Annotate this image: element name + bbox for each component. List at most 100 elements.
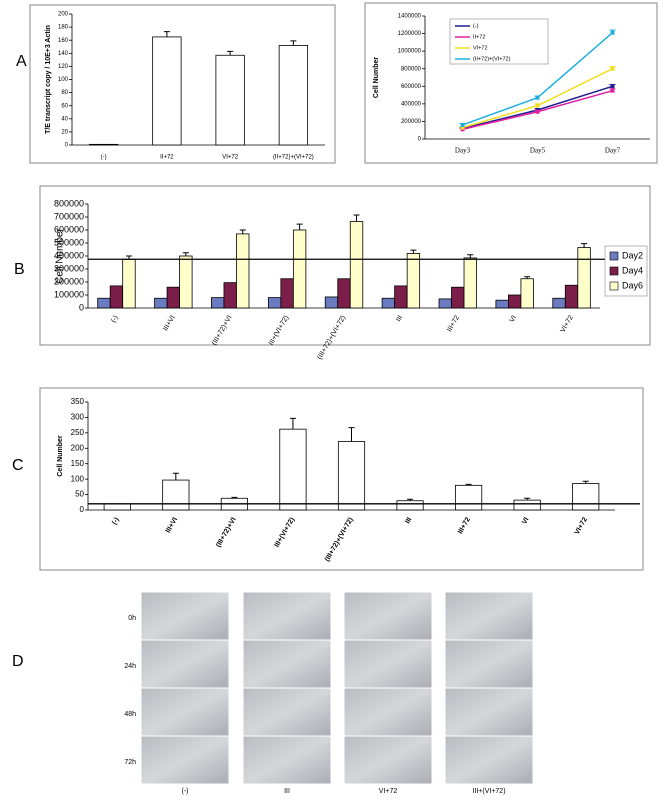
error-bar [348, 427, 355, 442]
point-marker [610, 84, 615, 89]
row-label: 24h [124, 663, 136, 670]
legend-label: VI+72 [473, 45, 488, 51]
error-bar [290, 40, 297, 46]
y-tick-label: 600000 [54, 224, 84, 234]
error-bar [467, 254, 474, 258]
error-bar [227, 50, 234, 56]
point-marker [610, 30, 615, 35]
column-label: III [284, 788, 290, 795]
bar [103, 503, 131, 511]
y-tick-label: 600000 [401, 84, 422, 90]
point-marker [535, 95, 540, 100]
y-tick-label: 1200000 [398, 31, 422, 37]
error-bar [182, 252, 189, 256]
column-label: VI+72 [379, 788, 398, 795]
bar [324, 296, 339, 309]
micrograph [444, 639, 534, 689]
panel-frame [364, 2, 658, 164]
error-bar [172, 472, 179, 481]
x-tick-label: Day5 [530, 147, 546, 155]
y-tick-label: 60 [61, 103, 68, 109]
y-tick-label: 400000 [54, 250, 84, 260]
x-tick-label: Day7 [605, 147, 621, 155]
x-tick-label: III+72 [446, 314, 461, 333]
bar [179, 255, 193, 309]
x-tick-label: III+(VI+72) [274, 516, 297, 548]
y-tick-label: 500000 [54, 237, 84, 247]
bar [451, 286, 465, 309]
micrograph [444, 735, 534, 785]
x-tick-label: Day3 [455, 147, 471, 155]
bar [337, 278, 351, 309]
y-tick-label: 400000 [401, 101, 422, 107]
error-bar [581, 243, 588, 248]
x-tick-label: III+(VI+72) [268, 314, 291, 346]
legend-label: II+72 [473, 34, 485, 40]
x-tick-label: (-) [111, 516, 121, 526]
point-marker [610, 88, 615, 93]
bar [337, 441, 366, 511]
panel-label: D [12, 653, 24, 670]
y-tick-label: 50 [75, 490, 84, 499]
y-tick-label: 20 [61, 129, 68, 135]
micrograph [140, 591, 230, 641]
y-tick-label: 200000 [54, 276, 84, 286]
micrograph [343, 639, 433, 689]
error-bar [163, 31, 170, 37]
bar [381, 297, 396, 309]
y-tick-label: 0 [65, 143, 69, 149]
bar [572, 483, 600, 511]
bar [463, 257, 477, 309]
error-bar [410, 249, 417, 254]
bar [223, 282, 237, 309]
row-label: 48h [124, 711, 136, 718]
legend-label: (II+72)+(VI+72) [473, 56, 511, 62]
x-tick-label: (-) [101, 155, 107, 161]
bar [513, 499, 541, 511]
bar [564, 284, 579, 309]
point-marker [535, 109, 540, 114]
y-tick-label: 350 [71, 397, 85, 406]
y-tick-label: 0 [80, 505, 85, 514]
y-tick-label: 100 [71, 474, 85, 483]
y-axis-label: Cell Number [373, 57, 380, 99]
y-tick-label: 800000 [401, 66, 422, 72]
bar [394, 285, 408, 309]
column-label: (-) [182, 788, 189, 795]
x-tick-label: II+72 [160, 155, 174, 161]
bar [109, 285, 124, 309]
point-marker [460, 122, 465, 127]
bar [122, 258, 136, 309]
row-label: 0h [128, 615, 136, 622]
bar [406, 252, 421, 309]
micrograph [242, 591, 332, 641]
x-tick-label: (III+72)+VI [211, 314, 234, 346]
y-tick-label: 1400000 [398, 14, 422, 20]
micrograph [343, 687, 433, 737]
bar [396, 500, 424, 511]
row-label: 72h [124, 759, 136, 766]
bar [292, 229, 307, 309]
panel-label: A [16, 53, 27, 70]
error-bar [289, 417, 296, 430]
error-bar [296, 223, 303, 230]
x-tick-label: III+72 [457, 516, 472, 535]
legend-box [449, 18, 549, 65]
micrograph [140, 687, 230, 737]
micrograph [140, 735, 230, 785]
point-marker [460, 125, 465, 130]
y-tick-label: 200 [58, 12, 69, 18]
bar [97, 297, 111, 309]
x-tick-label: III [395, 314, 404, 323]
bar [520, 278, 534, 309]
y-tick-label: 100000 [54, 289, 84, 299]
micrograph [140, 639, 230, 689]
panel-frame [39, 387, 644, 571]
y-tick-label: 700000 [54, 211, 84, 221]
y-tick-label: 160 [58, 38, 69, 44]
y-tick-label: 40 [61, 116, 68, 122]
bar [154, 297, 168, 309]
micrograph [242, 687, 332, 737]
bar [349, 221, 364, 309]
